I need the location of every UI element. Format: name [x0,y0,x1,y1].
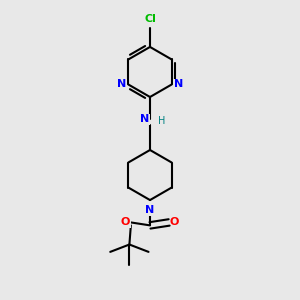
Text: N: N [173,80,183,89]
Text: O: O [170,218,179,227]
Text: Cl: Cl [144,14,156,24]
Text: N: N [117,80,127,89]
Text: H: H [158,116,166,126]
Text: N: N [140,114,149,124]
Text: O: O [121,218,130,227]
Text: N: N [146,206,154,215]
